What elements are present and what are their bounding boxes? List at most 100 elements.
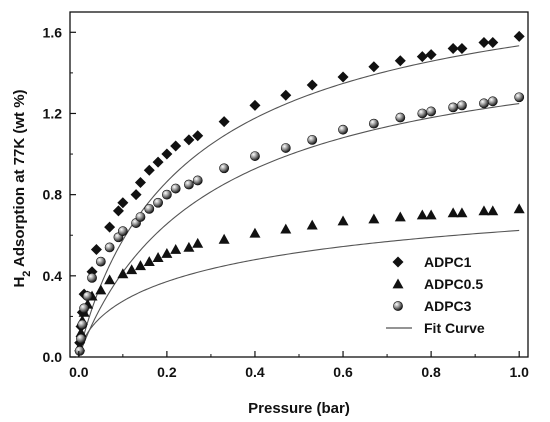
data-point-sphere (192, 175, 203, 186)
legend-marker-triangle (392, 278, 404, 289)
data-point-triangle (183, 241, 195, 252)
data-point-sphere (144, 203, 155, 214)
fit-curves (78, 45, 520, 358)
data-point-triangle (306, 219, 318, 230)
legend-label-fit: Fit Curve (424, 320, 485, 336)
data-point-diamond (134, 176, 146, 188)
data-point-triangle (416, 209, 428, 220)
data-point-diamond (447, 43, 459, 55)
data-point-sphere (117, 226, 128, 237)
legend-label: ADPC1 (424, 254, 472, 270)
x-axis-title: Pressure (bar) (248, 400, 350, 417)
data-point-diamond (143, 164, 155, 176)
data-point-sphere (514, 92, 525, 103)
x-tick-label: 0.8 (421, 364, 441, 380)
y-axis-title: H2 Adsorption at 77K (wt %) (11, 89, 33, 287)
data-point-triangle (170, 243, 182, 254)
x-tick-label: 0.2 (157, 364, 177, 380)
fit-curve-adpc3 (78, 103, 520, 358)
data-point-diamond (478, 36, 490, 48)
legend-label: ADPC3 (424, 298, 472, 314)
data-point-sphere (250, 151, 260, 161)
data-point-sphere (307, 134, 318, 145)
data-point-diamond (218, 116, 230, 128)
axes: 0.0 0.2 0.4 0.6 0.8 1.0 0.0 0.4 0.8 1.2 1.6 (43, 24, 530, 380)
y-axis-title-pre: H (11, 277, 28, 288)
data-point-sphere (170, 183, 181, 194)
data-point-triangle (368, 213, 380, 224)
data-point-sphere (487, 96, 498, 107)
data-point-diamond (104, 221, 116, 233)
x-tick-label: 0.0 (69, 364, 89, 380)
data-point-sphere (457, 100, 467, 111)
data-point-sphere (87, 272, 97, 283)
data-point-diamond (90, 243, 102, 255)
data-point-diamond (170, 140, 182, 152)
data-point-sphere (426, 106, 437, 117)
data-point-diamond (416, 51, 428, 63)
data-point-diamond (117, 197, 129, 209)
data-point-sphere (77, 319, 88, 330)
legend-marker-diamond (392, 256, 404, 268)
data-point-diamond (192, 130, 204, 142)
data-point-triangle (143, 256, 155, 267)
data-point-sphere (368, 118, 379, 129)
data-point-sphere (95, 256, 106, 267)
data-point-sphere (219, 163, 230, 174)
y-tick-label: 0.0 (43, 349, 63, 365)
data-point-triangle (75, 327, 87, 338)
data-point-diamond (513, 30, 525, 42)
data-point-triangle (513, 203, 525, 214)
data-point-diamond (368, 61, 380, 73)
data-point-diamond (337, 71, 349, 83)
data-point-sphere (161, 189, 172, 200)
series-adpc3 (74, 92, 525, 356)
data-point-sphere (338, 124, 348, 135)
data-point-sphere (417, 108, 428, 119)
legend: ADPC1 ADPC0.5 ADPC3 Fit Curve (386, 254, 485, 336)
data-point-sphere (74, 346, 85, 356)
data-point-sphere (79, 303, 89, 314)
data-point-triangle (152, 252, 164, 262)
data-point-triangle (280, 223, 292, 234)
data-point-triangle (161, 248, 173, 258)
data-point-triangle (249, 227, 261, 238)
data-point-sphere (479, 98, 489, 109)
data-point-diamond (487, 36, 499, 48)
y-tick-label: 0.4 (43, 268, 63, 284)
y-tick-label: 0.8 (43, 187, 63, 203)
data-point-sphere (395, 112, 406, 123)
data-point-triangle (478, 205, 490, 216)
data-point-triangle (394, 211, 406, 222)
data-point-diamond (280, 89, 292, 101)
data-markers (74, 30, 525, 356)
series-adpc0-5 (74, 203, 525, 352)
data-point-triangle (95, 284, 107, 295)
data-point-diamond (112, 205, 124, 217)
data-point-triangle (192, 237, 204, 248)
data-point-sphere (82, 291, 93, 302)
data-point-triangle (117, 268, 129, 279)
data-point-diamond (425, 49, 437, 61)
data-point-sphere (104, 242, 115, 253)
data-point-triangle (447, 207, 459, 218)
data-point-triangle (126, 264, 138, 275)
legend-marker-sphere (393, 301, 403, 311)
data-point-triangle (218, 233, 230, 244)
data-point-sphere (153, 197, 163, 208)
data-point-diamond (183, 134, 195, 146)
data-point-triangle (425, 209, 437, 220)
data-point-diamond (130, 189, 142, 201)
y-axis-title-sub: 2 (21, 271, 33, 277)
data-point-sphere (280, 143, 291, 153)
data-point-triangle (487, 205, 499, 216)
data-point-sphere (76, 333, 86, 344)
x-tick-label: 1.0 (509, 364, 529, 380)
data-point-triangle (337, 215, 349, 226)
data-point-sphere (135, 212, 146, 222)
data-point-diamond (456, 43, 468, 55)
x-tick-label: 0.6 (333, 364, 353, 380)
data-point-diamond (152, 156, 164, 168)
